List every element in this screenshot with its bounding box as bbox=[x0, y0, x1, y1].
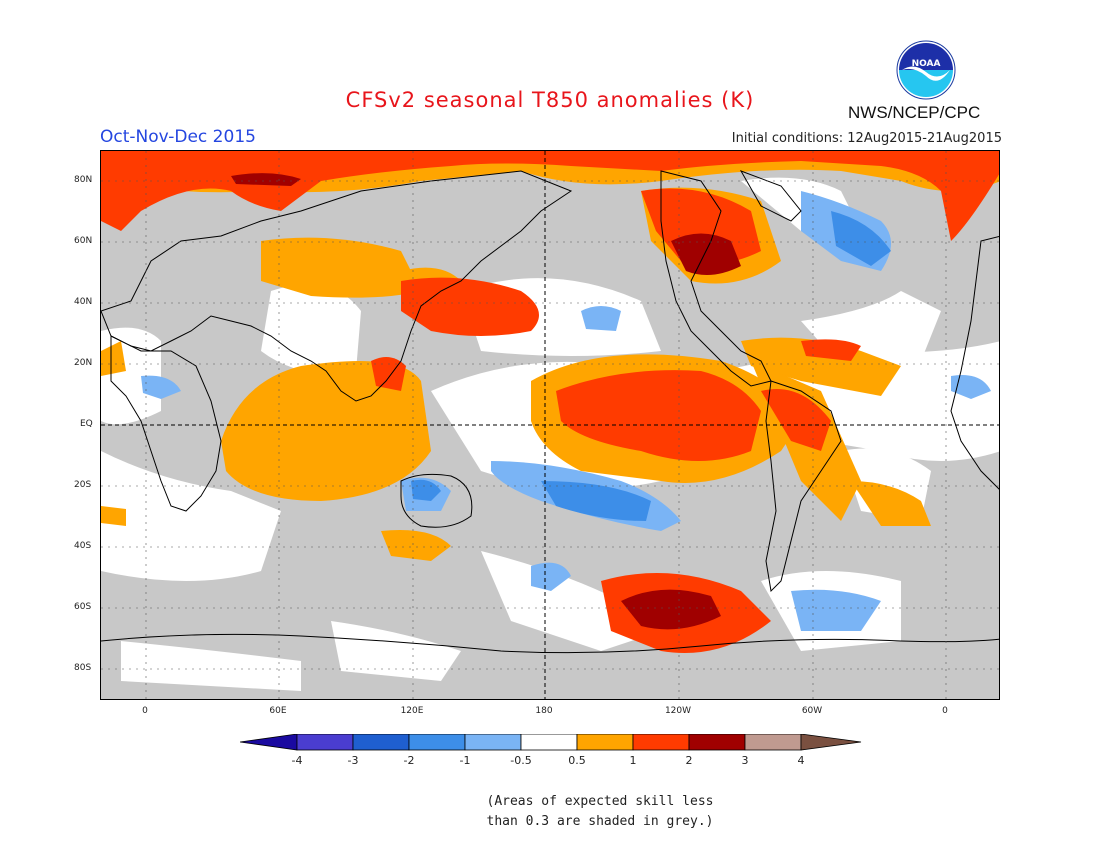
colorbar-cell-4 bbox=[464, 734, 522, 751]
lat-label-40s: 40S bbox=[74, 541, 92, 551]
anomaly-map bbox=[100, 150, 1000, 700]
colorbar-label-neg2: -2 bbox=[403, 754, 415, 767]
skill-note-line-1: (Areas of expected skill less bbox=[486, 794, 714, 809]
colorbar-cell-6 bbox=[576, 734, 634, 751]
lat-label-80n: 80N bbox=[74, 175, 93, 185]
lon-label-120e: 120E bbox=[400, 706, 424, 716]
colorbar-cell-0 bbox=[240, 734, 298, 751]
chart-title: CFSv2 seasonal T850 anomalies (K) bbox=[345, 88, 755, 112]
colorbar-label-2: 2 bbox=[685, 754, 693, 767]
colorbar-label-4: 4 bbox=[797, 754, 805, 767]
lon-label-120w: 120W bbox=[664, 706, 692, 716]
colorbar-cell-3 bbox=[408, 734, 466, 751]
skill-note-line-2: than 0.3 are shaded in grey.) bbox=[486, 814, 714, 829]
season-label: Oct-Nov-Dec 2015 bbox=[100, 127, 256, 147]
colorbar-label-1: 1 bbox=[629, 754, 637, 767]
anomaly-map-canvas bbox=[101, 151, 999, 699]
lon-label-60w: 60W bbox=[801, 706, 823, 716]
agency-label: NWS/NCEP/CPC bbox=[848, 103, 981, 122]
lon-label-180: 180 bbox=[535, 706, 553, 716]
colorbar-label-neg0-5: -0.5 bbox=[510, 754, 532, 767]
coastlines bbox=[101, 170, 999, 654]
svg-text:NOAA: NOAA bbox=[912, 59, 941, 69]
colorbar-label-neg1: -1 bbox=[459, 754, 471, 767]
skill-note: (Areas of expected skill less than 0.3 a… bbox=[470, 792, 730, 832]
colorbar-cell-2 bbox=[352, 734, 410, 751]
initial-conditions-label: Initial conditions: 12Aug2015-21Aug2015 bbox=[731, 131, 1002, 146]
colorbar-cell-8 bbox=[688, 734, 746, 751]
lat-label-20s: 20S bbox=[74, 480, 92, 490]
colorbar-cell-1 bbox=[296, 734, 354, 751]
colorbar-label-0-5: 0.5 bbox=[568, 754, 586, 767]
colorbar-cell-10 bbox=[800, 734, 862, 751]
colorbar bbox=[240, 734, 862, 751]
noaa-logo: NOAA bbox=[896, 40, 956, 100]
lat-label-20n: 20N bbox=[74, 358, 93, 368]
map-grid bbox=[101, 151, 999, 699]
lat-label-40n: 40N bbox=[74, 297, 93, 307]
lat-label-60n: 60N bbox=[74, 236, 93, 246]
lon-label-60e: 60E bbox=[269, 706, 287, 716]
lon-label-0-east: 0 bbox=[942, 706, 948, 716]
equator-and-dateline bbox=[101, 151, 999, 699]
colorbar-label-neg3: -3 bbox=[347, 754, 359, 767]
cool-anomaly-level-2 bbox=[411, 211, 891, 521]
colorbar-cell-5 bbox=[520, 734, 578, 751]
lat-label-80s: 80S bbox=[74, 663, 92, 673]
lon-label-0: 0 bbox=[142, 706, 148, 716]
colorbar-cell-7 bbox=[632, 734, 690, 751]
lat-label-eq: EQ bbox=[80, 419, 93, 429]
colorbar-cell-9 bbox=[744, 734, 802, 751]
colorbar-label-neg4: -4 bbox=[291, 754, 303, 767]
lat-label-60s: 60S bbox=[74, 602, 92, 612]
warm-anomaly-level-3 bbox=[231, 173, 741, 630]
colorbar-label-3: 3 bbox=[741, 754, 749, 767]
